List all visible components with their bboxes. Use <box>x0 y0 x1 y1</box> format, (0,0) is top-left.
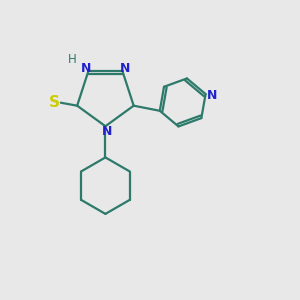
Text: S: S <box>50 95 60 110</box>
Text: N: N <box>80 62 91 75</box>
Text: N: N <box>102 125 112 138</box>
Text: N: N <box>120 62 130 75</box>
Text: H: H <box>68 53 77 67</box>
Text: N: N <box>207 89 217 102</box>
